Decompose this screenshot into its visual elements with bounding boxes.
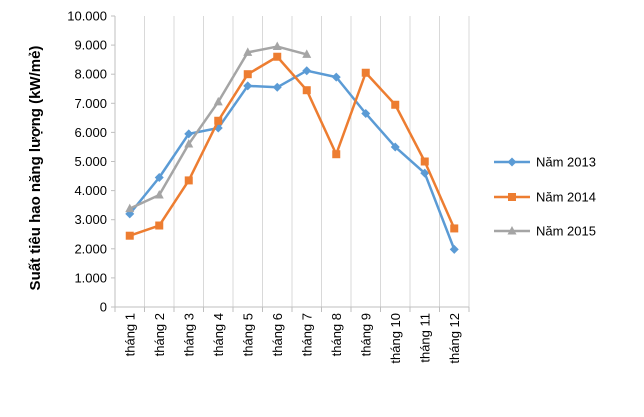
legend-label: Năm 2014: [536, 190, 596, 205]
x-tick-label: tháng 10: [388, 313, 403, 364]
y-tick-label: 10.000: [67, 9, 107, 24]
data-point-marker: [331, 72, 341, 82]
data-point-marker: [213, 96, 223, 106]
series-line: [128, 69, 456, 250]
data-point-marker: [243, 81, 253, 91]
x-tick-label: tháng 8: [329, 313, 344, 356]
data-point-marker: [361, 108, 371, 118]
y-tick-label: 3.000: [74, 212, 107, 227]
data-point-marker: [155, 221, 164, 230]
x-tick-labels: tháng 1 tháng 2 tháng 3 tháng 4 tháng 5 tháng…: [122, 313, 462, 364]
data-point-marker: [184, 176, 193, 185]
x-tick-label: tháng 3: [181, 313, 196, 356]
data-point-marker: [184, 129, 194, 139]
grid-lines: [114, 16, 470, 307]
x-tick-label: tháng 12: [447, 313, 462, 364]
data-point-marker: [420, 168, 430, 178]
data-point-marker: [391, 100, 400, 109]
y-axis-label: Suất tiêu hao năng lượng (kW/mẻ): [27, 46, 44, 291]
data-point-marker: [332, 150, 341, 159]
y-tick-label: 6.000: [74, 125, 107, 140]
data-point-marker: [272, 82, 282, 92]
y-tick-label: 2.000: [74, 241, 107, 256]
data-point-marker: [302, 66, 312, 76]
data-point-marker: [420, 157, 429, 166]
x-tick-label: tháng 11: [417, 313, 432, 363]
y-tick-label: 5.000: [74, 154, 107, 169]
data-point-marker: [243, 70, 252, 79]
legend-item: Năm 2013: [494, 155, 596, 170]
series-line: [129, 55, 456, 237]
data-point-marker: [154, 173, 164, 183]
data-point-marker: [214, 116, 223, 125]
y-tick-label: 1.000: [74, 270, 107, 285]
data-point-marker: [125, 203, 135, 213]
series-năm-2014: [125, 52, 459, 240]
data-point-marker: [302, 49, 312, 58]
axes: [111, 15, 470, 312]
legend-label: Năm 2015: [536, 224, 596, 239]
series-năm-2015: [125, 41, 312, 213]
legend: Năm 2013 Năm 2014 Năm 2015: [494, 155, 596, 239]
data-point-marker: [184, 139, 194, 148]
x-tick-label: tháng 9: [358, 313, 373, 356]
data-point-marker: [125, 231, 134, 240]
data-point-marker: [507, 226, 517, 235]
x-tick-label: tháng 2: [152, 313, 167, 356]
y-tick-label: 4.000: [74, 183, 107, 198]
legend-item: Năm 2014: [494, 190, 596, 205]
data-point-marker: [361, 68, 370, 77]
legend-label: Năm 2013: [536, 155, 596, 170]
data-point-marker: [243, 47, 253, 56]
x-tick-label: tháng 6: [270, 313, 285, 356]
x-tick-label: tháng 5: [240, 313, 255, 356]
legend-item: Năm 2015: [494, 224, 596, 239]
x-tick-label: tháng 7: [299, 313, 314, 356]
data-point-marker: [390, 142, 400, 152]
data-point-marker: [449, 244, 459, 254]
x-tick-label: tháng 4: [211, 313, 226, 356]
y-tick-label: 9.000: [74, 38, 107, 53]
y-tick-label: 0: [100, 300, 107, 315]
data-point-marker: [507, 157, 517, 167]
data-point-marker: [508, 193, 516, 201]
data-point-marker: [154, 189, 164, 199]
data-point-marker: [273, 52, 282, 61]
x-tick-label: tháng 1: [122, 313, 137, 356]
y-tick-label: 8.000: [74, 67, 107, 82]
y-tick-labels: 0 1.000 2.000 3.000 4.000 5.000 6.000 7.000 8.00…: [67, 9, 107, 315]
data-point-marker: [302, 86, 311, 95]
y-tick-label: 7.000: [74, 96, 107, 111]
series-group: [125, 41, 459, 254]
data-point-marker: [450, 224, 459, 233]
data-point-marker: [272, 41, 282, 51]
